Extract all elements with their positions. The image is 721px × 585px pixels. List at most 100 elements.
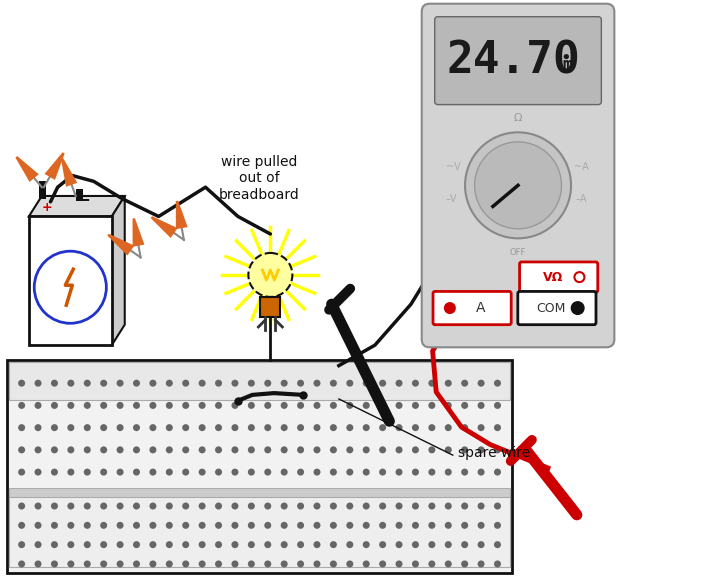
Circle shape [461, 402, 468, 409]
Text: OFF: OFF [510, 248, 526, 257]
Circle shape [363, 380, 370, 387]
Circle shape [477, 522, 485, 529]
Circle shape [477, 503, 485, 510]
Circle shape [67, 446, 74, 453]
Circle shape [166, 541, 173, 548]
Circle shape [461, 541, 468, 548]
Circle shape [314, 402, 321, 409]
Text: wire pulled
out of
breadboard: wire pulled out of breadboard [219, 155, 300, 202]
Text: 24.70: 24.70 [446, 39, 580, 82]
Circle shape [265, 380, 271, 387]
Circle shape [494, 522, 501, 529]
Circle shape [445, 560, 452, 567]
Circle shape [67, 503, 74, 510]
Circle shape [84, 560, 91, 567]
Circle shape [248, 402, 255, 409]
Circle shape [35, 380, 42, 387]
Circle shape [280, 560, 288, 567]
Circle shape [445, 380, 452, 387]
Circle shape [330, 469, 337, 476]
Circle shape [379, 424, 386, 431]
Bar [9, 362, 510, 400]
Circle shape [18, 424, 25, 431]
Circle shape [149, 541, 156, 548]
Circle shape [477, 424, 485, 431]
FancyBboxPatch shape [435, 17, 601, 105]
Circle shape [182, 522, 189, 529]
Polygon shape [112, 196, 125, 345]
Circle shape [412, 503, 419, 510]
Circle shape [166, 446, 173, 453]
Circle shape [428, 469, 435, 476]
Circle shape [346, 541, 353, 548]
Circle shape [314, 541, 321, 548]
Circle shape [84, 522, 91, 529]
Circle shape [330, 380, 337, 387]
Bar [9, 488, 510, 503]
Circle shape [477, 560, 485, 567]
Circle shape [428, 402, 435, 409]
Circle shape [84, 446, 91, 453]
Circle shape [363, 402, 370, 409]
Circle shape [100, 560, 107, 567]
Circle shape [67, 541, 74, 548]
Polygon shape [176, 201, 187, 229]
Text: +: + [42, 201, 52, 214]
Polygon shape [15, 156, 39, 182]
Circle shape [133, 469, 140, 476]
Circle shape [231, 380, 239, 387]
Circle shape [477, 402, 485, 409]
Circle shape [412, 560, 419, 567]
Text: COM: COM [536, 301, 566, 315]
Circle shape [84, 402, 91, 409]
Circle shape [198, 446, 205, 453]
Polygon shape [133, 218, 144, 247]
Circle shape [265, 560, 271, 567]
Circle shape [461, 424, 468, 431]
Circle shape [314, 469, 321, 476]
Circle shape [51, 541, 58, 548]
Circle shape [51, 402, 58, 409]
Circle shape [445, 522, 452, 529]
Circle shape [117, 380, 123, 387]
Circle shape [149, 446, 156, 453]
Circle shape [280, 541, 288, 548]
Circle shape [314, 380, 321, 387]
Circle shape [571, 301, 585, 315]
Circle shape [265, 522, 271, 529]
Circle shape [67, 402, 74, 409]
Circle shape [67, 424, 74, 431]
Circle shape [445, 469, 452, 476]
Circle shape [396, 503, 402, 510]
Circle shape [396, 402, 402, 409]
Text: ~A: ~A [574, 162, 588, 172]
Circle shape [297, 446, 304, 453]
Circle shape [84, 424, 91, 431]
Circle shape [265, 541, 271, 548]
Circle shape [379, 469, 386, 476]
Circle shape [494, 560, 501, 567]
Circle shape [428, 424, 435, 431]
Circle shape [117, 522, 123, 529]
Circle shape [494, 469, 501, 476]
Circle shape [330, 541, 337, 548]
Circle shape [248, 541, 255, 548]
Circle shape [215, 541, 222, 548]
Circle shape [231, 402, 239, 409]
Circle shape [149, 402, 156, 409]
Circle shape [149, 503, 156, 510]
Circle shape [396, 560, 402, 567]
Circle shape [215, 424, 222, 431]
Text: A: A [477, 301, 486, 315]
Circle shape [314, 522, 321, 529]
Circle shape [248, 253, 293, 297]
Circle shape [477, 541, 485, 548]
Polygon shape [45, 152, 65, 180]
Circle shape [18, 522, 25, 529]
Circle shape [346, 560, 353, 567]
Circle shape [494, 402, 501, 409]
Circle shape [18, 380, 25, 387]
Circle shape [248, 469, 255, 476]
Circle shape [248, 560, 255, 567]
Circle shape [18, 503, 25, 510]
